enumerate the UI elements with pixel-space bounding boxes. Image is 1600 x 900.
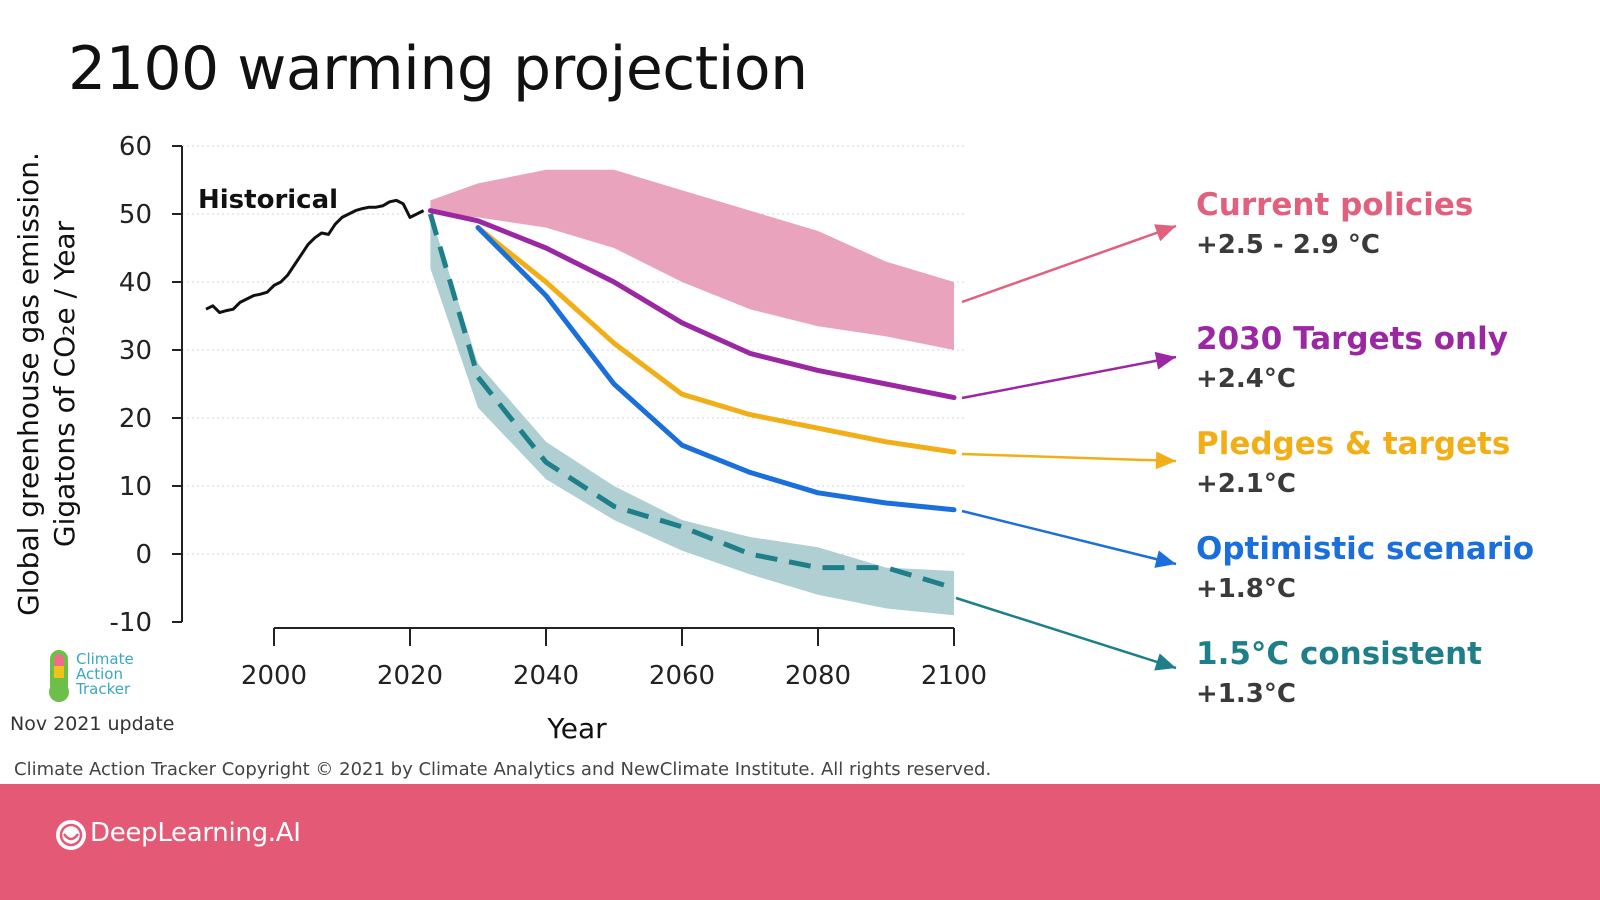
x-tick-label: 2020 bbox=[377, 661, 443, 691]
x-tick-label: 2060 bbox=[649, 661, 715, 691]
brand-name: DeepLearning.AI bbox=[90, 818, 301, 848]
arrow-head-0 bbox=[1154, 224, 1176, 242]
scenario-temp-4: +1.3°C bbox=[1196, 679, 1296, 709]
x-tick-label: 2080 bbox=[785, 661, 851, 691]
scenario-bands bbox=[430, 169, 954, 616]
arrow-head-4 bbox=[1154, 653, 1176, 671]
footer-bar: DeepLearning.AI bbox=[0, 784, 1600, 900]
scenario-lines bbox=[205, 198, 957, 591]
series-line-2 bbox=[475, 225, 957, 455]
page-title: 2100 warming projection bbox=[68, 34, 808, 104]
y-tick-label: 40 bbox=[119, 268, 152, 298]
arrow-line-2 bbox=[961, 452, 1177, 463]
y-tick-label: 60 bbox=[119, 132, 152, 162]
axes bbox=[181, 146, 954, 629]
series-line-1 bbox=[427, 208, 957, 401]
arrow-line-4 bbox=[955, 596, 1177, 670]
scenario-labels: Current policies +2.5 - 2.9 °C 2030 Target… bbox=[1196, 187, 1534, 709]
y-ticks: 60 50 40 30 20 10 0 -10 bbox=[110, 132, 182, 638]
y-axis-title-line2: Gigatons of CO₂e / Year bbox=[48, 220, 81, 547]
y-tick-label: -10 bbox=[110, 608, 152, 638]
emissions-chart: 60 50 40 30 20 10 0 -10 2000 2020 2040 2060 2080 210… bbox=[12, 132, 1534, 745]
y-tick-label: 50 bbox=[119, 200, 152, 230]
arrow-head-3 bbox=[1154, 550, 1176, 568]
arrow-head-2 bbox=[1155, 451, 1176, 470]
label-arrows bbox=[955, 224, 1177, 671]
climate-action-tracker-name: Climate Action Tracker bbox=[76, 650, 134, 698]
scenario-name-2: Pledges & targets bbox=[1196, 426, 1510, 462]
scenario-temp-2: +2.1°C bbox=[1196, 469, 1296, 499]
scenario-name-3: Optimistic scenario bbox=[1196, 531, 1534, 567]
scenario-name-4: 1.5°C consistent bbox=[1196, 636, 1482, 672]
x-tick-label: 2000 bbox=[241, 661, 307, 691]
arrow-line-0 bbox=[961, 224, 1177, 304]
series-line-3 bbox=[475, 225, 957, 513]
copyright-notice: Climate Action Tracker Copyright © 2021 … bbox=[14, 759, 992, 780]
x-tick-label: 2100 bbox=[921, 661, 987, 691]
arrow-line-1 bbox=[961, 355, 1177, 400]
y-axis-title-line1: Global greenhouse gas emission. bbox=[12, 152, 45, 616]
x-ticks: 2000 2020 2040 2060 2080 2100 bbox=[241, 628, 987, 691]
y-tick-label: 0 bbox=[135, 540, 152, 570]
x-axis-title: Year bbox=[546, 712, 607, 745]
climate-action-tracker-logo-icon bbox=[49, 650, 69, 702]
historical-label: Historical bbox=[198, 185, 338, 215]
band-0 bbox=[430, 169, 954, 350]
series-line-4 bbox=[427, 213, 955, 591]
arrow-line-3 bbox=[961, 509, 1177, 566]
scenario-name-1: 2030 Targets only bbox=[1196, 321, 1508, 357]
y-tick-label: 10 bbox=[119, 472, 152, 502]
arrow-head-1 bbox=[1154, 351, 1176, 370]
y-tick-label: 20 bbox=[119, 404, 152, 434]
band-4 bbox=[430, 214, 954, 616]
scenario-temp-0: +2.5 - 2.9 °C bbox=[1196, 230, 1380, 260]
update-note: Nov 2021 update bbox=[10, 713, 175, 735]
scenario-name-0: Current policies bbox=[1196, 187, 1473, 223]
scenario-temp-3: +1.8°C bbox=[1196, 574, 1296, 604]
y-tick-label: 30 bbox=[119, 336, 152, 366]
deeplearning-logo-icon bbox=[56, 820, 86, 850]
x-tick-label: 2040 bbox=[513, 661, 579, 691]
historical-line bbox=[205, 198, 425, 315]
scenario-temp-1: +2.4°C bbox=[1196, 364, 1296, 394]
